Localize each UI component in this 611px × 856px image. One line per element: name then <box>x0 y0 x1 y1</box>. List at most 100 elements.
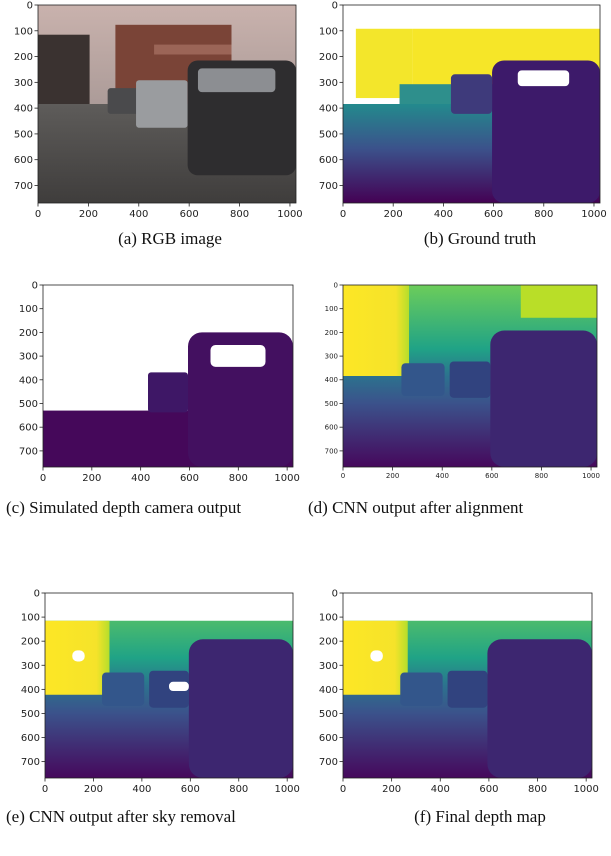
image-region <box>45 593 293 621</box>
y-tick-label: 300 <box>319 78 338 89</box>
y-tick-label: 300 <box>21 661 40 672</box>
y-tick-label: 600 <box>19 423 38 434</box>
x-tick-label: 200 <box>384 209 403 220</box>
image-region <box>518 70 569 86</box>
y-tick-label: 300 <box>325 353 338 361</box>
y-tick-label: 0 <box>34 589 40 600</box>
y-tick-label: 500 <box>319 709 338 720</box>
image-region <box>102 673 144 706</box>
y-tick-label: 300 <box>319 661 338 672</box>
y-tick-label: 500 <box>19 399 38 410</box>
y-tick-label: 300 <box>14 78 33 89</box>
x-tick-label: 600 <box>485 472 498 480</box>
caption: (e) CNN output after sky removal <box>6 806 302 827</box>
caption: (b) Ground truth <box>370 228 590 249</box>
image-region <box>521 285 597 318</box>
image-region <box>450 361 491 397</box>
x-tick-label: 400 <box>431 784 450 795</box>
image-region <box>400 673 442 706</box>
y-tick-label: 0 <box>27 1 33 12</box>
x-tick-label: 800 <box>528 784 547 795</box>
y-tick-label: 100 <box>325 305 338 313</box>
y-tick-label: 200 <box>325 329 338 337</box>
y-tick-label: 200 <box>21 637 40 648</box>
panel-image <box>43 285 293 467</box>
x-tick-label: 800 <box>535 472 548 480</box>
y-tick-label: 700 <box>19 446 38 457</box>
y-tick-label: 700 <box>325 447 338 455</box>
x-tick-label: 200 <box>82 473 101 484</box>
x-tick-label: 1000 <box>274 784 299 795</box>
image-region <box>136 80 188 128</box>
figure-canvas: 0200400600800100001002003004005006007000… <box>0 0 611 856</box>
x-tick-label: 800 <box>229 473 248 484</box>
y-tick-label: 400 <box>21 685 40 696</box>
x-tick-label: 0 <box>340 209 346 220</box>
image-region <box>211 345 266 367</box>
x-tick-label: 200 <box>84 784 103 795</box>
x-tick-label: 400 <box>131 473 150 484</box>
y-tick-label: 400 <box>14 104 33 115</box>
x-tick-label: 600 <box>479 784 498 795</box>
x-tick-label: 200 <box>79 209 98 220</box>
y-tick-label: 200 <box>19 328 38 339</box>
x-tick-label: 400 <box>434 209 453 220</box>
image-region <box>448 671 488 708</box>
panel-image <box>343 5 600 203</box>
y-tick-label: 700 <box>21 757 40 768</box>
y-tick-label: 500 <box>319 129 338 140</box>
y-tick-label: 0 <box>332 1 338 12</box>
panel-image <box>38 5 296 203</box>
x-tick-label: 1000 <box>582 472 600 480</box>
panel-image <box>343 593 592 778</box>
y-tick-label: 100 <box>14 26 33 37</box>
x-tick-label: 0 <box>341 472 345 480</box>
x-tick-label: 400 <box>436 472 449 480</box>
x-tick-label: 200 <box>382 784 401 795</box>
y-tick-label: 600 <box>319 733 338 744</box>
y-tick-label: 200 <box>14 52 33 63</box>
x-tick-label: 0 <box>40 473 46 484</box>
y-tick-label: 0 <box>332 589 338 600</box>
y-tick-label: 400 <box>319 685 338 696</box>
image-region <box>189 639 293 778</box>
y-tick-label: 200 <box>319 52 338 63</box>
y-tick-label: 700 <box>319 757 338 768</box>
x-tick-label: 1000 <box>274 473 299 484</box>
y-tick-label: 400 <box>325 376 338 384</box>
x-tick-label: 0 <box>35 209 41 220</box>
image-region <box>198 68 275 92</box>
image-region <box>487 639 592 778</box>
image-region <box>343 285 409 376</box>
y-tick-label: 700 <box>14 181 33 192</box>
y-tick-label: 200 <box>319 637 338 648</box>
image-region <box>451 74 492 114</box>
y-tick-label: 300 <box>19 352 38 363</box>
y-tick-label: 500 <box>14 129 33 140</box>
x-tick-label: 800 <box>229 784 248 795</box>
image-region <box>72 650 84 661</box>
caption: (d) CNN output after alignment <box>308 497 604 518</box>
image-region <box>154 45 231 55</box>
y-tick-label: 400 <box>19 375 38 386</box>
x-tick-label: 800 <box>534 209 553 220</box>
x-tick-label: 0 <box>340 784 346 795</box>
y-tick-label: 400 <box>319 104 338 115</box>
x-tick-label: 1000 <box>573 784 598 795</box>
image-region <box>169 682 189 691</box>
x-tick-label: 800 <box>230 209 249 220</box>
y-tick-label: 100 <box>21 613 40 624</box>
x-tick-label: 400 <box>129 209 148 220</box>
y-tick-label: 0 <box>32 281 38 292</box>
y-tick-label: 700 <box>319 181 338 192</box>
x-tick-label: 600 <box>484 209 503 220</box>
x-tick-label: 1000 <box>277 209 302 220</box>
x-tick-label: 0 <box>42 784 48 795</box>
x-tick-label: 600 <box>180 473 199 484</box>
image-region <box>490 331 597 468</box>
y-tick-label: 100 <box>319 26 338 37</box>
